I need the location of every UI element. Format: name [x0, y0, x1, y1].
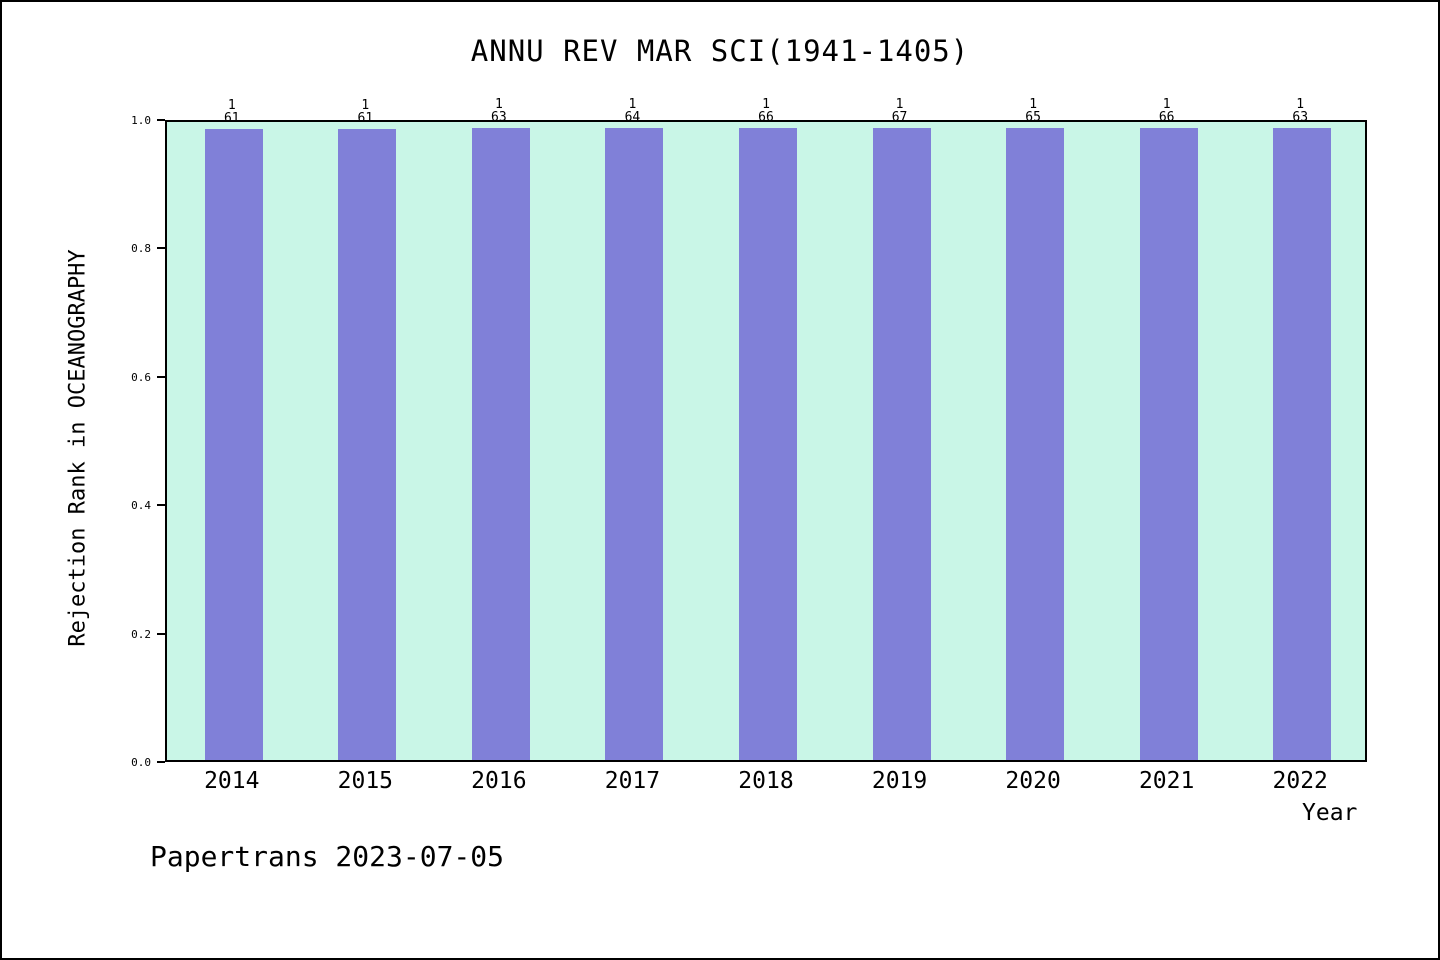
bar-rank: 1 [1162, 96, 1171, 112]
watermark-text: Papertrans 2023-07-05 [150, 840, 505, 873]
x-axis-label: Year [1302, 800, 1358, 826]
bar-total: 61 [223, 110, 240, 126]
bar-value-label: 1 63 [1260, 98, 1340, 124]
bar [1006, 127, 1065, 760]
bar [1139, 127, 1198, 760]
bar [605, 128, 664, 760]
y-tick-mark [157, 375, 165, 378]
bar-value-label: 1 61 [192, 99, 272, 125]
bar-rank: 1 [227, 97, 236, 113]
bar-value-label: 1 66 [1127, 98, 1207, 124]
x-tick-label: 2018 [738, 768, 794, 794]
bar-total: 63 [1292, 110, 1309, 126]
x-tick-label: 2017 [604, 768, 661, 794]
bar-value-label: 1 66 [726, 98, 806, 124]
y-tick-mark [157, 504, 165, 507]
bar-rank: 1 [494, 97, 503, 113]
y-tick-label: 0.6 [131, 370, 151, 384]
x-tick-label: 2020 [1005, 768, 1061, 794]
bar-total: 66 [1158, 109, 1175, 125]
bar-total: 67 [891, 109, 908, 125]
bar [739, 127, 797, 760]
x-tick-label: 2019 [871, 768, 928, 794]
bar-total: 61 [357, 110, 374, 126]
y-axis-label: Rejection Rank in OCEANOGRAPHY [65, 249, 91, 647]
y-tick-mark [157, 247, 165, 250]
bar-rank: 1 [628, 97, 637, 112]
y-tick-label: 1.0 [131, 114, 151, 127]
bar-total: 66 [758, 109, 774, 125]
bar [872, 127, 931, 760]
x-tick-label: 2016 [471, 768, 527, 794]
bar-total: 64 [624, 110, 641, 125]
y-tick-mark [157, 632, 165, 635]
bar [204, 128, 263, 760]
bar [471, 128, 530, 760]
y-tick-label: 0.2 [131, 627, 151, 641]
y-tick-mark [157, 119, 165, 121]
y-tick-label: 0.8 [131, 242, 151, 256]
bar-total: 63 [491, 110, 507, 126]
bar-value-label: 1 61 [325, 99, 405, 125]
x-tick-label: 2015 [337, 768, 394, 794]
bar-rank: 1 [1296, 97, 1305, 113]
bar [338, 128, 397, 760]
bar-value-label: 1 65 [993, 98, 1073, 124]
bar-rank: 1 [361, 97, 370, 113]
bar-value-label: 1 67 [860, 98, 940, 124]
y-tick-mark [157, 761, 165, 763]
bar-rank: 1 [895, 96, 904, 112]
bar-value-label: 1 64 [592, 98, 672, 124]
bar [1273, 128, 1332, 760]
x-tick-label: 2014 [204, 768, 260, 794]
plot-area [165, 120, 1367, 762]
bar-value-label: 1 63 [459, 98, 539, 124]
x-tick-label: 2021 [1138, 768, 1195, 794]
y-tick-label: 0.0 [131, 756, 151, 769]
bar-rank: 1 [762, 96, 770, 112]
y-tick-label: 0.4 [131, 499, 151, 513]
x-tick-label: 2022 [1272, 768, 1328, 794]
chart-title: ANNU REV MAR SCI(1941-1405) [470, 34, 970, 68]
bar-rank: 1 [1029, 96, 1038, 112]
bar-total: 65 [1025, 109, 1041, 125]
